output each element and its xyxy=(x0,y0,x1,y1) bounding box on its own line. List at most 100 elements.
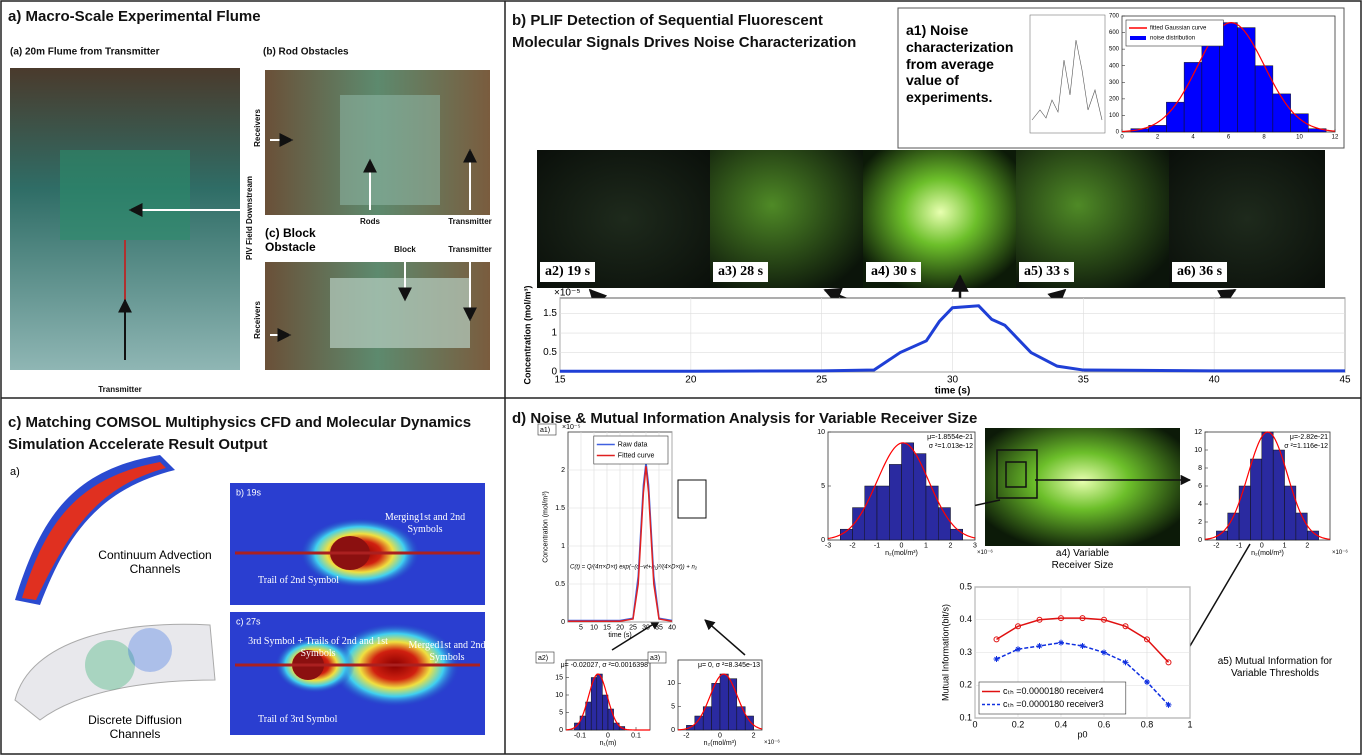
legend-box xyxy=(978,681,1127,715)
scale-label: ×10⁻⁶ xyxy=(977,549,993,556)
histogram-bar xyxy=(950,528,963,541)
y-tick-label: 300 xyxy=(1109,80,1120,86)
x-tick-label: -0.1 xyxy=(574,732,586,739)
y-tick-label: 0 xyxy=(559,727,563,734)
label: Block xyxy=(394,245,416,254)
y-tick-label: 0.5 xyxy=(555,581,565,588)
frame-label: a4) 30 s xyxy=(866,262,922,282)
y-tick-label: 700 xyxy=(1109,14,1120,20)
frame-label: a2) 19 s xyxy=(540,262,596,282)
x-axis-label: time (s) xyxy=(935,386,971,397)
frame-label: a3) 28 s xyxy=(713,262,769,282)
y-tick-label: 0 xyxy=(1116,130,1120,136)
data-line xyxy=(996,617,1170,663)
x-axis-label: n₂(mol/m³) xyxy=(1251,550,1284,557)
y-tick-label: 15 xyxy=(555,674,563,681)
x-tick-label: -1 xyxy=(1236,542,1242,549)
legend-label: Raw data xyxy=(618,441,648,448)
frame-label: b) 19s xyxy=(236,487,262,497)
y-tick-label: 5 xyxy=(821,483,825,490)
x-tick-label: 35 xyxy=(655,624,663,631)
x-tick-label: 12 xyxy=(1332,134,1339,140)
y-tick-label: 0.4 xyxy=(959,614,972,624)
x-tick-label: -1 xyxy=(874,542,880,549)
data-point xyxy=(1058,615,1064,622)
data-point xyxy=(1036,642,1043,649)
annotation: σ ²=1.013e-12 xyxy=(929,443,973,450)
y-tick-label: 10 xyxy=(1194,447,1202,454)
data-point xyxy=(1015,623,1021,630)
fit-curve xyxy=(677,673,763,731)
photo-caption: (a) 20m Flume from Transmitter xyxy=(10,47,160,58)
x-tick-label: 0 xyxy=(606,732,610,739)
x-tick-label: 1 xyxy=(924,542,928,549)
histogram-bar xyxy=(876,485,890,541)
y-tick-label: 1 xyxy=(551,328,557,339)
legend-label: cₜₕ =0.0000180 receiver4 xyxy=(1003,686,1104,696)
y-tick-label: 12 xyxy=(1194,429,1202,436)
annotation: μ= 0, σ ²=8.345e-13 xyxy=(698,662,760,669)
zoom-box xyxy=(677,479,707,519)
y-tick-label: 100 xyxy=(1109,113,1120,119)
histogram-bar xyxy=(1238,485,1251,541)
x-tick-label: 0 xyxy=(1120,134,1124,140)
annotation: σ ²=1.116e-12 xyxy=(1284,443,1328,450)
histogram-bar xyxy=(607,708,614,731)
x-tick-label: 6 xyxy=(1227,134,1231,140)
x-tick-label: 4 xyxy=(1191,134,1195,140)
panel-label: a3) xyxy=(650,655,660,662)
x-tick-label: 1 xyxy=(1283,542,1287,549)
y-tick-label: 4 xyxy=(1198,501,1202,508)
legend-label: Fitted curve xyxy=(618,452,655,459)
panel-label: a1) xyxy=(540,427,550,434)
label: Receivers xyxy=(253,109,262,147)
y-tick-label: 0 xyxy=(1198,537,1202,544)
y-tick-label: 1.5 xyxy=(555,505,565,512)
y-tick-label: 600 xyxy=(1109,30,1120,36)
fit-curve xyxy=(1204,431,1331,540)
sim-label: Merging1st and 2nd Symbols xyxy=(384,512,466,535)
legend-box xyxy=(1125,19,1224,47)
data-line xyxy=(568,466,673,622)
y-tick-label: 0.1 xyxy=(959,712,972,722)
x-tick-label: 35 xyxy=(1078,375,1090,386)
data-point xyxy=(993,656,1000,663)
photo-caption: (c) Block Obstacle xyxy=(265,226,316,255)
frame-label: a5) 33 s xyxy=(1019,262,1075,282)
histogram-bar xyxy=(1166,101,1185,133)
label: Transmitter xyxy=(448,245,492,254)
histogram-bar xyxy=(744,715,754,731)
panel-title: c) Matching COMSOL Multiphysics CFD and … xyxy=(8,414,472,453)
frame-label: a6) 36 s xyxy=(1172,262,1228,282)
histogram-bar xyxy=(719,673,729,731)
x-tick-label: 3 xyxy=(973,542,977,549)
histogram-bar xyxy=(1254,65,1274,133)
data-point xyxy=(993,636,1000,643)
x-tick-label: 45 xyxy=(1339,375,1351,386)
mi-note: a5) Mutual Information for Variable Thre… xyxy=(1217,656,1333,679)
x-tick-label: 8 xyxy=(1262,134,1266,140)
x-axis-label: n₂(mol/m³) xyxy=(885,550,918,557)
histogram-bar xyxy=(1284,485,1297,541)
histogram-bar xyxy=(1272,93,1291,133)
y-axis-label: Concentration (mol/m³) xyxy=(542,491,549,563)
x-axis-label: n₂(mol/m³) xyxy=(704,740,737,747)
histogram-bar xyxy=(579,715,586,731)
data-point xyxy=(1079,615,1086,622)
y-tick-label: 200 xyxy=(1109,96,1120,102)
x-tick-label: 0.2 xyxy=(1012,720,1025,730)
panel-label: a2) xyxy=(538,655,548,662)
histogram-bar xyxy=(1290,113,1309,133)
label: Transmitter xyxy=(448,217,492,226)
x-tick-label: 40 xyxy=(1209,375,1221,386)
channel-label: Continuum Advection Channels xyxy=(98,548,212,577)
x-tick-label: 0.1 xyxy=(631,732,641,739)
panel-title: b) PLIF Detection of Sequential Fluoresc… xyxy=(512,12,857,51)
y-tick-label: 5 xyxy=(671,704,675,711)
label: Rods xyxy=(360,217,381,226)
data-point xyxy=(1015,646,1021,653)
x-axis-label: p0 xyxy=(1077,729,1087,739)
x-tick-label: -2 xyxy=(849,542,855,549)
histogram-bar xyxy=(596,673,603,731)
